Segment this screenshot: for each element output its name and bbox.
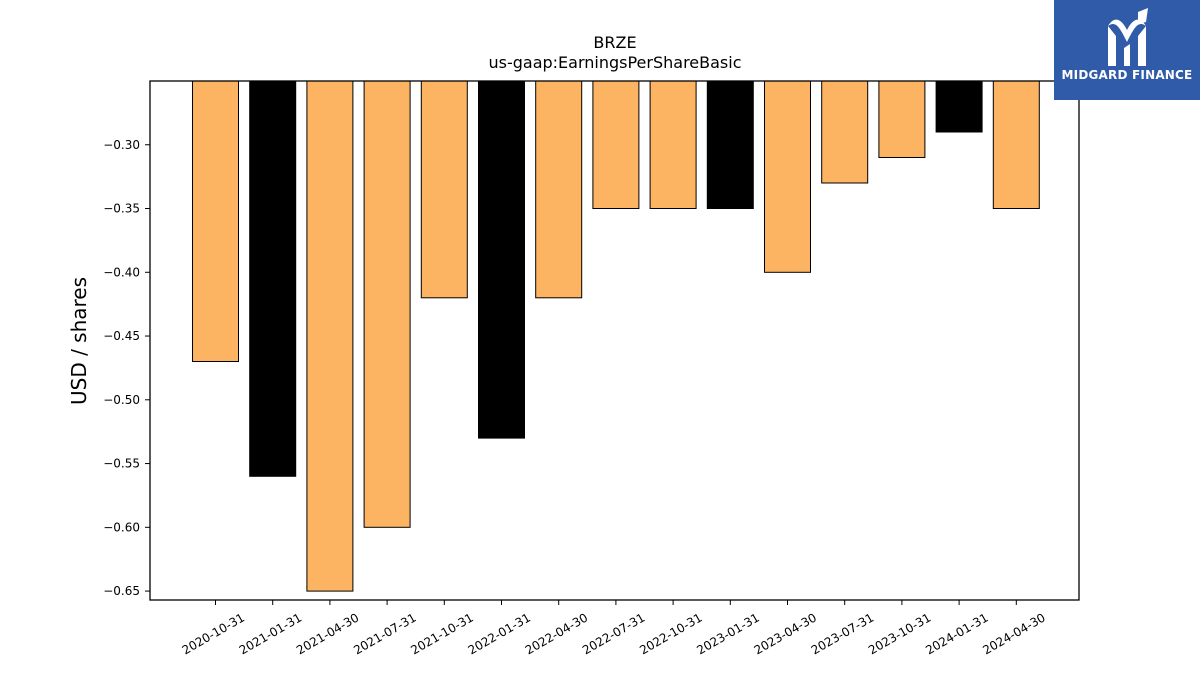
bar-2021-04-30 — [306, 80, 354, 592]
x-tick-label: 2022-07-31 — [580, 610, 647, 657]
bar-2021-01-31 — [249, 80, 297, 477]
bar-2022-10-31 — [649, 80, 697, 209]
x-tick-label: 2021-07-31 — [351, 610, 418, 657]
bar-2020-10-31 — [192, 80, 239, 362]
y-tick-label: −0.45 — [103, 329, 140, 343]
x-tick-label: 2021-04-30 — [294, 610, 361, 657]
x-tick-label: 2023-10-31 — [866, 610, 933, 657]
x-tick-label: 2022-04-30 — [523, 610, 590, 657]
y-tick-label: −0.60 — [103, 520, 140, 534]
x-axis-ticks: 2020-10-312021-01-312021-04-302021-07-31… — [180, 600, 1048, 657]
y-tick-label: −0.50 — [103, 393, 140, 407]
midgard-finance-logo: MIDGARD FINANCE — [1054, 0, 1200, 100]
y-axis-ticks: −0.30 −0.35 −0.40 −0.45 −0.50 −0.55 −0.60 −0.65 — [103, 138, 150, 598]
chart-title: BRZE — [593, 33, 636, 52]
y-axis-label: USD / shares — [67, 277, 91, 405]
bars-group — [192, 80, 1040, 592]
x-tick-label: 2022-01-31 — [466, 610, 533, 657]
y-tick-label: −0.55 — [103, 457, 140, 471]
bar-2021-07-31 — [363, 80, 411, 528]
y-tick-label: −0.35 — [103, 202, 140, 216]
bar-2022-04-30 — [535, 80, 583, 299]
x-tick-label: 2021-10-31 — [408, 610, 475, 657]
x-tick-label: 2022-10-31 — [637, 610, 704, 657]
chart-subtitle: us-gaap:EarningsPerShareBasic — [488, 53, 741, 72]
bar-2023-10-31 — [878, 80, 926, 158]
y-tick-label: −0.30 — [103, 138, 140, 152]
x-tick-label: 2023-07-31 — [809, 610, 876, 657]
x-tick-label: 2021-01-31 — [237, 610, 304, 657]
plot-area-frame — [149, 80, 1080, 601]
x-tick-label: 2020-10-31 — [180, 610, 247, 657]
bar-2021-10-31 — [420, 80, 468, 299]
bar-2023-07-31 — [821, 80, 869, 184]
bar-2022-07-31 — [592, 80, 640, 209]
bar-2022-01-31 — [478, 80, 525, 439]
x-tick-label: 2023-04-30 — [752, 610, 819, 657]
y-tick-label: −0.40 — [103, 265, 140, 279]
midgard-logo-icon — [1108, 8, 1148, 66]
x-tick-label: 2024-01-31 — [923, 610, 990, 657]
y-tick-label: −0.65 — [103, 584, 140, 598]
bar-2023-01-31 — [706, 80, 754, 209]
x-tick-label: 2023-01-31 — [694, 610, 761, 657]
logo-wordmark: MIDGARD FINANCE — [1061, 68, 1193, 82]
bar-2023-04-30 — [764, 80, 811, 273]
bar-2024-01-31 — [935, 80, 983, 133]
bar-2024-04-30 — [992, 80, 1040, 209]
x-tick-label: 2024-04-30 — [980, 610, 1047, 657]
